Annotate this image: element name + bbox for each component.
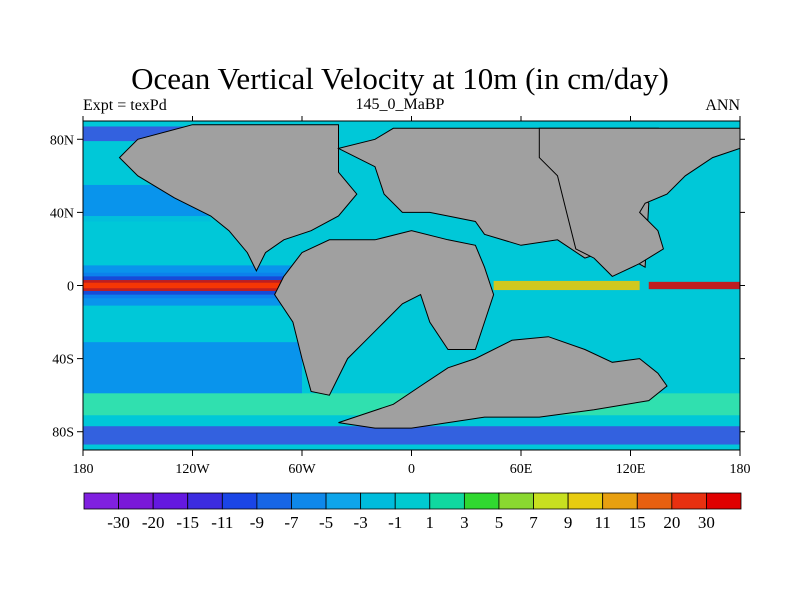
colorbar-swatch-16 (636, 492, 673, 510)
colorbar-swatch-1 (118, 492, 154, 510)
colorbar-swatch-12 (498, 492, 534, 510)
velocity-band-3 (493, 280, 640, 291)
x-tick-label-6: 180 (730, 462, 751, 477)
velocity-band-2 (648, 281, 740, 290)
x-tick-label-1: 120W (175, 462, 210, 477)
colorbar-swatch-11 (463, 492, 500, 510)
velocity-band-6 (83, 265, 302, 277)
colorbar-swatch-0 (83, 492, 119, 510)
colorbar-swatch-9 (394, 492, 431, 510)
colorbar-label-8: -1 (388, 513, 402, 532)
season-label: ANN (705, 97, 740, 114)
colorbar-swatch-14 (567, 492, 604, 510)
colorbar-swatch-5 (256, 492, 292, 510)
colorbar-swatch-10 (429, 492, 465, 510)
velocity-band-1 (83, 282, 284, 289)
land-masses (118, 124, 740, 429)
x-tick-label-3: 0 (408, 462, 415, 477)
colorbar-label-5: -7 (284, 513, 299, 532)
x-tick-label-0: 180 (73, 462, 94, 477)
colorbar-swatch-6 (291, 492, 327, 510)
velocity-band-11 (83, 342, 302, 394)
colorbar-swatch-8 (360, 492, 396, 510)
y-tick-label-4: 80S (52, 426, 74, 441)
colorbar-label-15: 15 (629, 513, 646, 532)
velocity-band-8 (83, 426, 740, 445)
colorbar-swatch-18 (706, 492, 742, 510)
land-antarctica-india-australia (338, 336, 668, 429)
colorbar-label-17: 30 (698, 513, 715, 532)
colorbar-label-12: 7 (529, 513, 538, 532)
colorbar-label-6: -5 (319, 513, 333, 532)
colorbar-label-14: 11 (594, 513, 610, 532)
colorbar: -30 -20 -15 -11 -9 -7 -5 -3 -1 1 3 5 7 9 11 15 20 30 (83, 492, 742, 532)
colorbar-label-2: -15 (176, 513, 199, 532)
x-tick-label-5: 120E (616, 462, 646, 477)
colorbar-label-16: 20 (663, 513, 680, 532)
colorbar-label-3: -11 (211, 513, 233, 532)
colorbar-label-11: 5 (495, 513, 504, 532)
land-south-america-africa (274, 230, 495, 396)
longitude-ticks: 180 120W 60W 0 60E 120E 180 (73, 116, 751, 477)
land-north-america (118, 124, 358, 273)
colorbar-label-9: 1 (426, 513, 435, 532)
velocity-band-7 (83, 294, 302, 306)
colorbar-swatch-2 (152, 492, 189, 510)
y-tick-label-1: 40N (50, 206, 74, 221)
colorbar-label-4: -9 (250, 513, 264, 532)
case-label: 145_0_MaBP (355, 96, 445, 113)
x-tick-label-4: 60E (510, 462, 533, 477)
colorbar-label-1: -20 (142, 513, 165, 532)
velocity-band-12 (83, 216, 229, 246)
x-tick-label-2: 60W (288, 462, 316, 477)
colorbar-swatch-15 (602, 492, 638, 510)
colorbar-label-10: 3 (460, 513, 469, 532)
land-asia-east (538, 127, 740, 278)
latitude-ticks: 80N 40N 0 40S 80S (50, 133, 745, 441)
y-tick-label-3: 40S (52, 353, 74, 368)
colorbar-swatch-17 (671, 492, 707, 510)
colorbar-label-13: 9 (564, 513, 573, 532)
y-tick-label-0: 80N (50, 133, 74, 148)
colorbar-swatch-4 (221, 492, 258, 510)
colorbar-swatch-13 (533, 492, 569, 510)
colorbar-label-0: -30 (107, 513, 130, 532)
colorbar-label-7: -3 (354, 513, 368, 532)
colorbar-swatch-3 (187, 492, 223, 510)
colorbar-swatch-7 (325, 492, 362, 510)
map-title: Ocean Vertical Velocity at 10m (in cm/da… (131, 61, 669, 96)
y-tick-label-2: 0 (67, 280, 74, 295)
experiment-label: Expt = texPd (83, 97, 167, 114)
